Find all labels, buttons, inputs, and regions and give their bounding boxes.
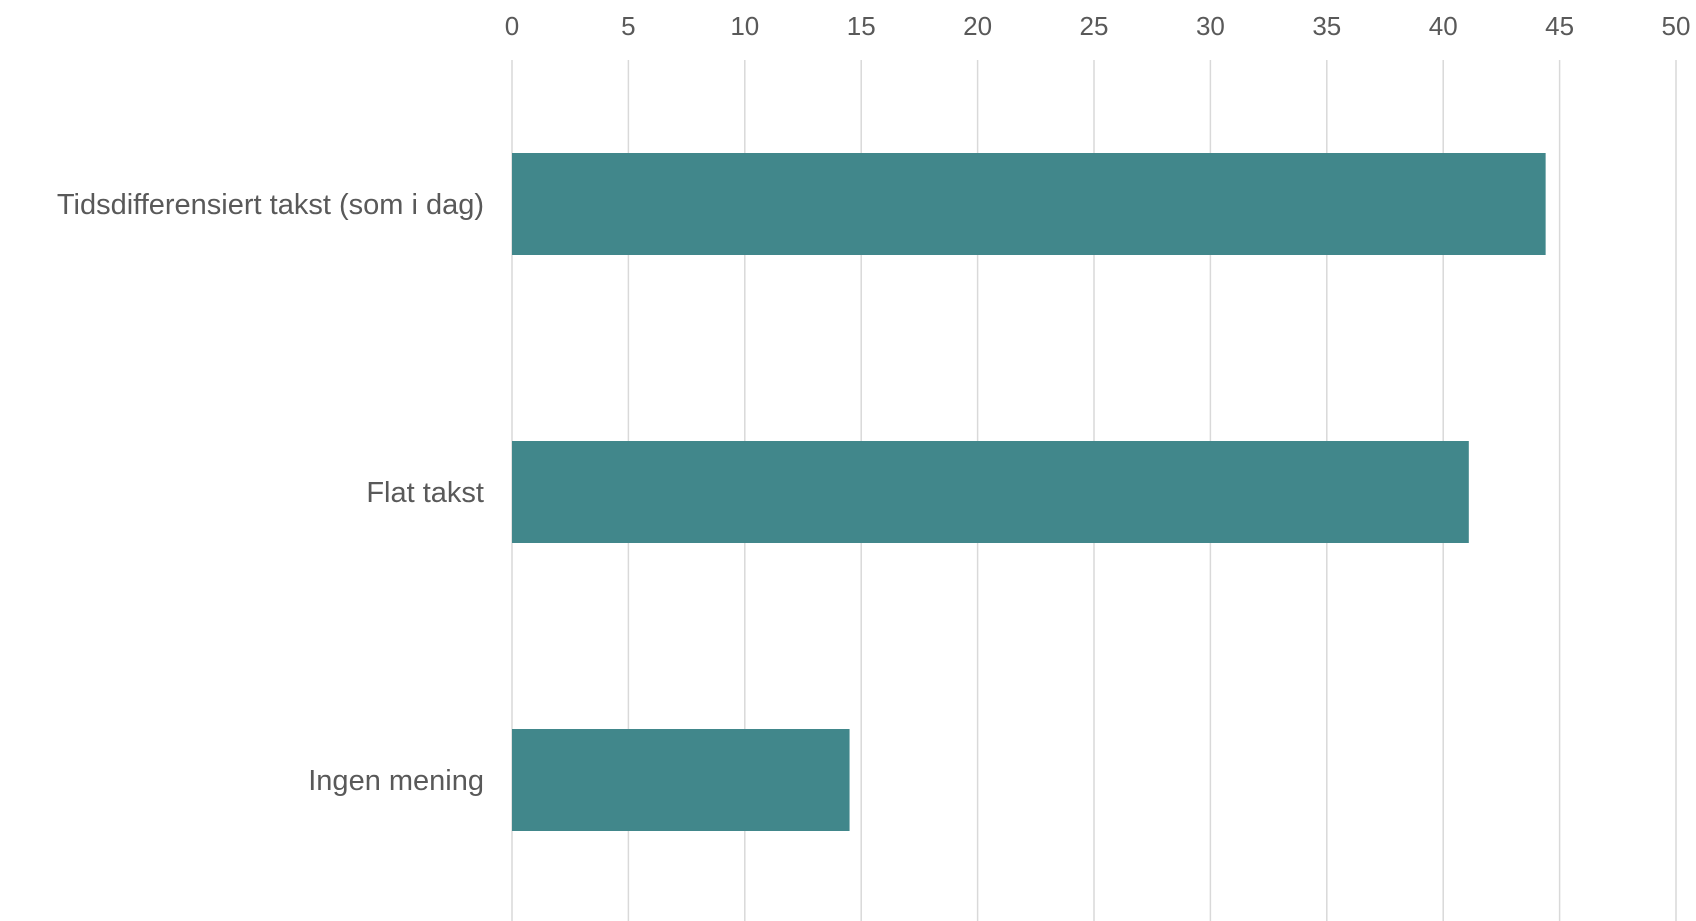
x-axis-ticks: 0 5 10 15 20 25 30 35 40 45 50 (505, 11, 1691, 41)
x-tick-label: 5 (621, 11, 635, 41)
bars (512, 153, 1546, 831)
x-tick-label: 0 (505, 11, 519, 41)
x-tick-label: 40 (1429, 11, 1458, 41)
category-label: Tidsdifferensiert takst (som i dag) (57, 189, 484, 221)
x-tick-label: 20 (963, 11, 992, 41)
x-tick-label: 45 (1545, 11, 1574, 41)
category-labels: Tidsdifferensiert takst (som i dag) Flat … (57, 189, 484, 797)
x-tick-label: 25 (1080, 11, 1109, 41)
bar (512, 441, 1469, 543)
bar (512, 153, 1546, 255)
x-tick-label: 30 (1196, 11, 1225, 41)
x-tick-label: 35 (1312, 11, 1341, 41)
bar (512, 729, 850, 831)
x-tick-label: 50 (1662, 11, 1691, 41)
x-tick-label: 15 (847, 11, 876, 41)
category-label: Ingen mening (308, 765, 484, 797)
category-label: Flat takst (366, 477, 484, 509)
x-tick-label: 10 (730, 11, 759, 41)
